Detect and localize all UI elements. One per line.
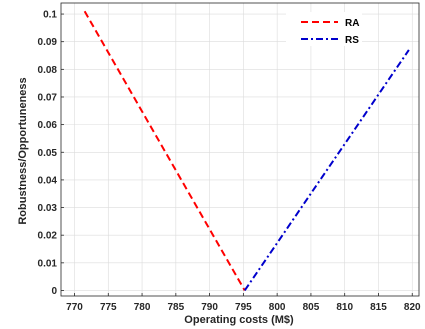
y-tick-label: 0.06 bbox=[38, 120, 58, 131]
y-tick-label: 0.05 bbox=[38, 148, 58, 159]
series-line-rs bbox=[243, 49, 410, 292]
legend-label-ra: RA bbox=[345, 18, 359, 29]
y-tick-label: 0.09 bbox=[38, 37, 58, 48]
x-tick-label: 805 bbox=[303, 302, 320, 313]
legend-box bbox=[286, 12, 362, 46]
plot-area bbox=[61, 3, 419, 296]
y-axis-title: Robustness/Opportuneness bbox=[17, 77, 29, 224]
x-tick-label: 780 bbox=[134, 302, 151, 313]
x-axis-title: Operating costs (M$) bbox=[184, 314, 294, 326]
legend-label-rs: RS bbox=[345, 35, 359, 46]
x-tick-label: 795 bbox=[235, 302, 252, 313]
y-tick-label: 0 bbox=[51, 286, 57, 297]
x-tick-label: 785 bbox=[167, 302, 184, 313]
y-tick-label: 0.08 bbox=[38, 65, 58, 76]
y-tick-label: 0.02 bbox=[38, 231, 58, 242]
x-tick-label: 820 bbox=[404, 302, 421, 313]
series-line-ra bbox=[83, 10, 246, 291]
plot-frame bbox=[60, 2, 420, 297]
ticks: 770 775 780 785 790 795 800 805 810 815 820 0 0.01 0.… bbox=[38, 10, 421, 313]
y-tick-label: 0.1 bbox=[43, 10, 57, 21]
x-tick-label: 770 bbox=[66, 302, 83, 313]
x-tick-label: 800 bbox=[269, 302, 286, 313]
x-tick-label: 810 bbox=[336, 302, 353, 313]
x-tick-label: 775 bbox=[100, 302, 117, 313]
y-tick-label: 0.04 bbox=[38, 175, 58, 186]
y-tick-label: 0.07 bbox=[38, 92, 58, 103]
legend: RA RS bbox=[286, 12, 362, 46]
x-tick-label: 815 bbox=[370, 302, 387, 313]
x-tick-label: 790 bbox=[201, 302, 218, 313]
y-tick-label: 0.01 bbox=[38, 258, 58, 269]
series-layer bbox=[83, 10, 410, 292]
y-tick-label: 0.03 bbox=[38, 203, 58, 214]
